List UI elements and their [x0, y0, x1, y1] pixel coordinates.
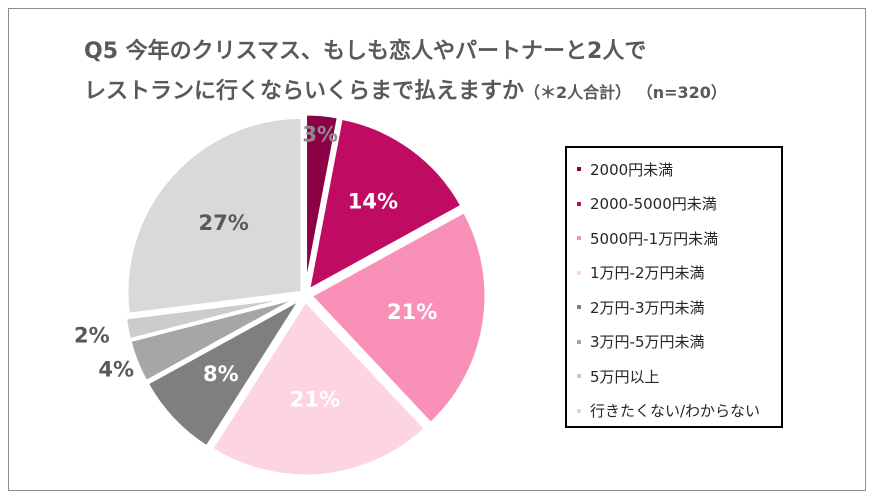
pie-slice-5	[145, 297, 302, 449]
pie-slice-3	[308, 209, 488, 426]
legend-swatch	[577, 339, 581, 344]
pie-data-label-6: 4%	[98, 358, 134, 382]
pie-slice-1	[304, 112, 341, 290]
legend-item-8: 行きたくない/わからない	[577, 394, 781, 429]
pie-data-label-2: 14%	[348, 190, 398, 214]
chart-title: Q5 今年のクリスマス、もしも恋人やパートナーと2人で レストランに行くならいく…	[84, 32, 844, 113]
legend-label: 2000-5000円未満	[590, 195, 717, 214]
title-line-2: レストランに行くならいくらまで払えますか（＊2人合計） （n=320）	[84, 72, 844, 113]
legend-label: 行きたくない/わからない	[590, 402, 761, 421]
title-line-2-main: レストランに行くならいくらまで払えますか	[84, 79, 525, 104]
title-line-1: Q5 今年のクリスマス、もしも恋人やパートナーと2人で	[84, 39, 647, 64]
legend-item-1: 2000円未満	[577, 152, 781, 187]
chart-legend: 2000円未満 2000-5000円未満 5000円-1万円未満 1万円-2万円未満 2…	[565, 146, 783, 428]
legend-label: 1万円-2万円未満	[590, 264, 705, 283]
legend-label: 2万円-3万円未満	[590, 298, 705, 317]
legend-label: 5000円-1万円未満	[590, 229, 719, 248]
legend-label: 2000円未満	[590, 160, 674, 179]
pie-data-label-8: 27%	[198, 211, 248, 235]
legend-swatch	[577, 167, 581, 172]
pie-data-label-3: 21%	[387, 300, 437, 324]
pie-slice-4	[209, 298, 428, 478]
title-line-2-note: （＊2人合計） （n=320）	[524, 83, 727, 102]
legend-item-2: 2000-5000円未満	[577, 187, 781, 222]
pie-data-label-7: 2%	[74, 324, 110, 348]
legend-swatch	[577, 408, 581, 413]
pie-slice-7	[123, 294, 300, 342]
legend-item-7: 5万円以上	[577, 359, 781, 394]
legend-swatch	[577, 374, 581, 379]
pie-data-label-4: 21%	[290, 388, 340, 412]
legend-item-4: 1万円-2万円未満	[577, 256, 781, 291]
legend-item-5: 2万円-3万円未満	[577, 290, 781, 325]
legend-swatch	[577, 201, 581, 206]
legend-item-3: 5000円-1万円未満	[577, 221, 781, 256]
pie-data-label-5: 8%	[203, 362, 239, 386]
pie-slice-2	[306, 116, 464, 293]
legend-swatch	[577, 305, 581, 310]
pie-data-label-1: 3%	[302, 123, 338, 147]
legend-swatch	[577, 270, 581, 275]
legend-item-6: 3万円-5万円未満	[577, 325, 781, 360]
legend-label: 3万円-5万円未満	[590, 333, 705, 352]
legend-swatch	[577, 236, 581, 241]
legend-label: 5万円以上	[590, 367, 660, 386]
pie-slice-8	[125, 115, 304, 316]
